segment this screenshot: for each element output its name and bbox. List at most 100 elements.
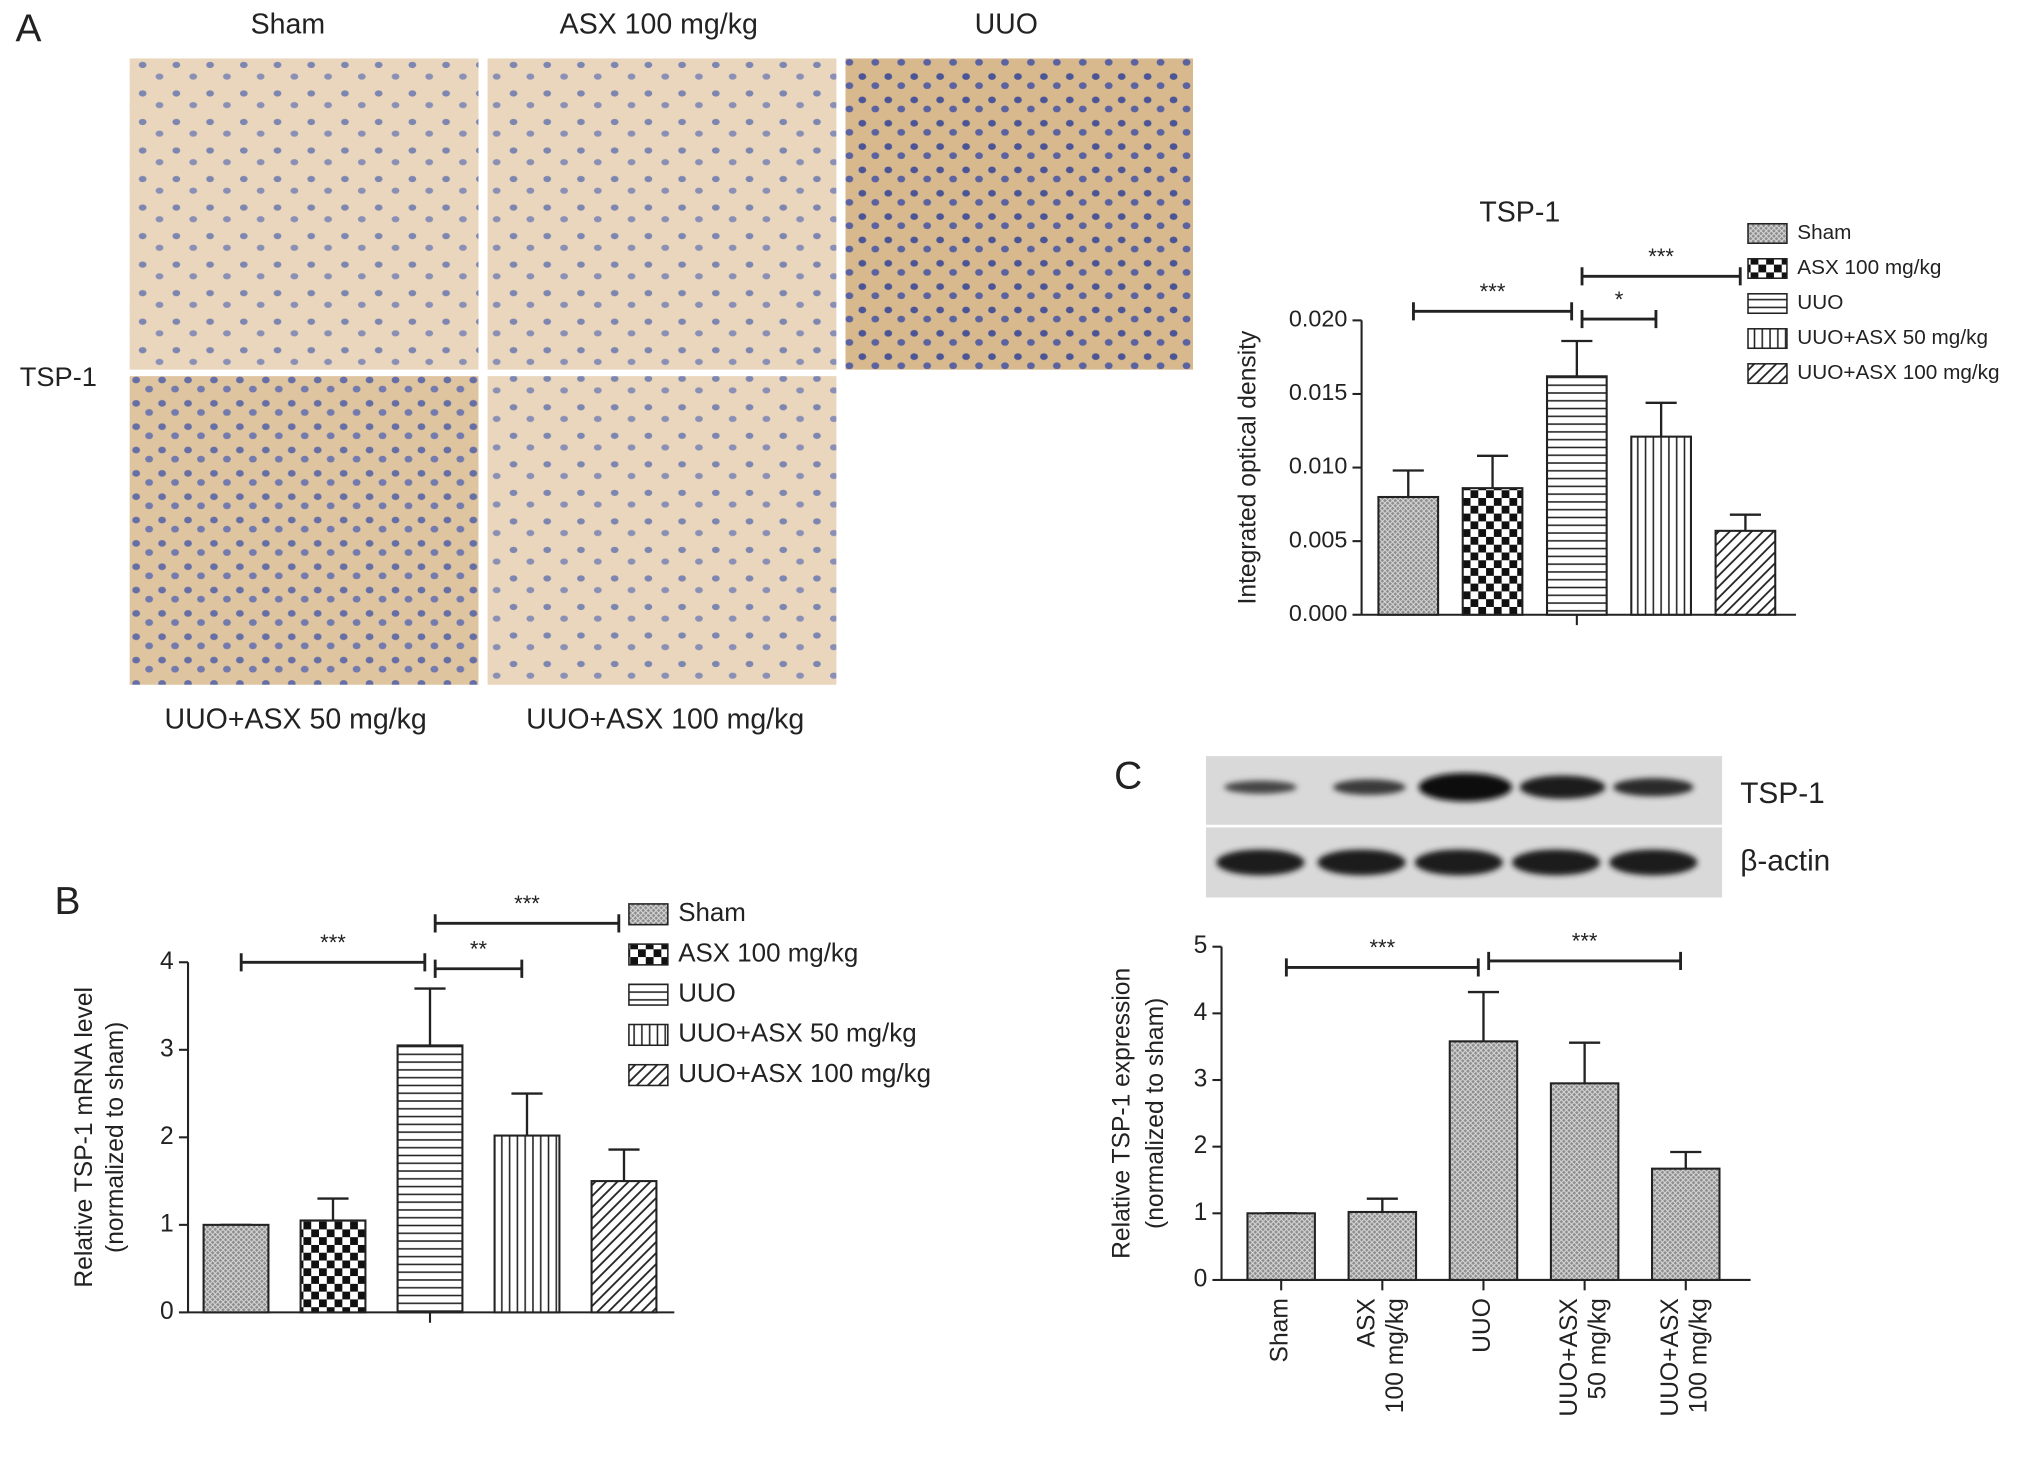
legend-swatch xyxy=(1747,222,1788,244)
micrograph xyxy=(845,58,1194,370)
legend-swatch xyxy=(628,1063,669,1087)
y-axis-label: Integrated optical density xyxy=(1234,330,1261,604)
x-tick-label-group: UUO+ASX 50 mg/kg xyxy=(1556,1298,1612,1417)
blot-label: β-actin xyxy=(1740,844,1830,877)
blot-bands xyxy=(1216,772,1698,876)
bar xyxy=(299,1219,367,1314)
bar xyxy=(1377,495,1440,616)
bar xyxy=(1347,1210,1418,1282)
significance-label: ** xyxy=(470,936,488,961)
legend-swatch xyxy=(628,983,669,1006)
x-tick-label-box: UUO xyxy=(1469,1298,1497,1353)
y-tick-label: 4 xyxy=(160,948,174,975)
legend-label: Sham xyxy=(678,899,746,927)
bar xyxy=(396,1044,464,1314)
micrograph-label: Sham xyxy=(251,9,326,41)
bar xyxy=(202,1223,270,1314)
y-axis-label: Relative TSP-1 mRNA level xyxy=(71,987,98,1288)
x-tick-label: UUO+ASX 100 mg/kg xyxy=(1657,1298,1714,1417)
micrograph-label: UUO+ASX 100 mg/kg xyxy=(526,704,804,736)
y-tick-label: 1 xyxy=(160,1210,174,1237)
x-tick-label-box: ASX 100 mg/kg xyxy=(1353,1298,1410,1414)
x-tick-label: Sham xyxy=(1266,1298,1295,1363)
y-tick-label: 0 xyxy=(1194,1265,1208,1292)
y-tick-label: 3 xyxy=(1194,1066,1208,1093)
legend-swatch xyxy=(1747,293,1788,315)
significance-label: *** xyxy=(1369,935,1395,960)
panel-label: C xyxy=(1114,754,1142,797)
y-tick-label: 0.005 xyxy=(1289,526,1347,552)
y-tick-label: 0.015 xyxy=(1289,379,1347,405)
y-axis-label: Relative TSP-1 expression xyxy=(1108,968,1135,1259)
significance-label: *** xyxy=(514,891,540,916)
x-tick-label-group: UUO+ASX 100 mg/kg xyxy=(1657,1298,1714,1417)
panel-label: B xyxy=(54,880,80,923)
row-label: TSP-1 xyxy=(20,361,97,392)
x-tick-label-group: UUO xyxy=(1469,1298,1497,1353)
x-tick-label-box: UUO+ASX 50 mg/kg xyxy=(1556,1298,1612,1417)
micrograph xyxy=(487,58,837,370)
y-axis-label: (normalized to sham) xyxy=(1142,998,1169,1229)
significance-bracket xyxy=(433,914,621,933)
legend-swatch xyxy=(628,903,669,926)
x-tick-label: ASX 100 mg/kg xyxy=(1353,1298,1410,1414)
significance-label: *** xyxy=(320,930,346,955)
y-tick-label: 0.020 xyxy=(1289,306,1347,332)
x-tick-label: UUO+ASX 50 mg/kg xyxy=(1556,1298,1612,1417)
significance-bracket xyxy=(1580,310,1658,329)
significance-bracket xyxy=(1487,951,1683,971)
significance-bracket xyxy=(239,953,427,972)
y-tick-label: 1 xyxy=(1194,1199,1208,1226)
bar xyxy=(1549,1082,1620,1282)
legend-label: Sham xyxy=(1797,221,1851,244)
y-tick-label: 0 xyxy=(160,1298,174,1325)
y-tick-label: 0.000 xyxy=(1289,600,1347,626)
legend-label: UUO+ASX 50 mg/kg xyxy=(1797,326,1988,349)
y-tick-label: 4 xyxy=(1194,999,1208,1026)
legend-label: ASX 100 mg/kg xyxy=(1797,256,1941,279)
x-tick-label-group: ASX 100 mg/kg xyxy=(1353,1298,1410,1414)
significance-label: * xyxy=(1615,287,1624,312)
significance-bracket xyxy=(1412,302,1574,321)
bar xyxy=(1545,375,1608,616)
legend-swatch xyxy=(1747,328,1788,350)
chart-title: TSP-1 xyxy=(1479,197,1560,229)
legend-swatch xyxy=(628,1023,669,1047)
blot-label: TSP-1 xyxy=(1740,777,1824,810)
legend-label: UUO+ASX 100 mg/kg xyxy=(678,1060,931,1088)
x-tick-label-box: UUO+ASX 100 mg/kg xyxy=(1657,1298,1714,1417)
y-tick-label: 3 xyxy=(160,1035,174,1062)
y-tick-label: 5 xyxy=(1194,932,1208,959)
micrograph xyxy=(129,58,479,370)
legend-swatch xyxy=(1747,258,1788,280)
bar xyxy=(1246,1212,1316,1282)
bar xyxy=(493,1134,561,1314)
x-tick-label: UUO xyxy=(1469,1298,1497,1353)
significance-label: *** xyxy=(1648,244,1674,269)
bar xyxy=(1714,529,1777,616)
legend-label: UUO+ASX 100 mg/kg xyxy=(1797,361,1999,384)
y-tick-label: 2 xyxy=(1194,1132,1208,1159)
x-tick-label-box: Sham xyxy=(1266,1298,1295,1363)
legend-swatch xyxy=(1747,363,1788,385)
bar xyxy=(1448,1040,1519,1282)
bar xyxy=(1461,487,1524,616)
panel-label: A xyxy=(16,7,42,50)
bar xyxy=(1651,1167,1721,1282)
significance-bracket xyxy=(1580,267,1742,286)
legend-label: UUO+ASX 50 mg/kg xyxy=(678,1020,916,1048)
x-tick-label-group: Sham xyxy=(1266,1298,1295,1363)
legend-swatch xyxy=(628,943,669,966)
legend-label: UUO xyxy=(1797,291,1843,314)
significance-label: *** xyxy=(1480,279,1506,304)
legend-label: ASX 100 mg/kg xyxy=(678,939,858,967)
y-tick-label: 2 xyxy=(160,1123,174,1150)
significance-bracket xyxy=(433,959,524,978)
y-axis-label: (normalized to sham) xyxy=(102,1022,129,1253)
legend-label: UUO xyxy=(678,980,736,1008)
significance-bracket xyxy=(1284,958,1480,977)
bar xyxy=(590,1180,658,1314)
y-tick-label: 0.010 xyxy=(1289,453,1347,479)
